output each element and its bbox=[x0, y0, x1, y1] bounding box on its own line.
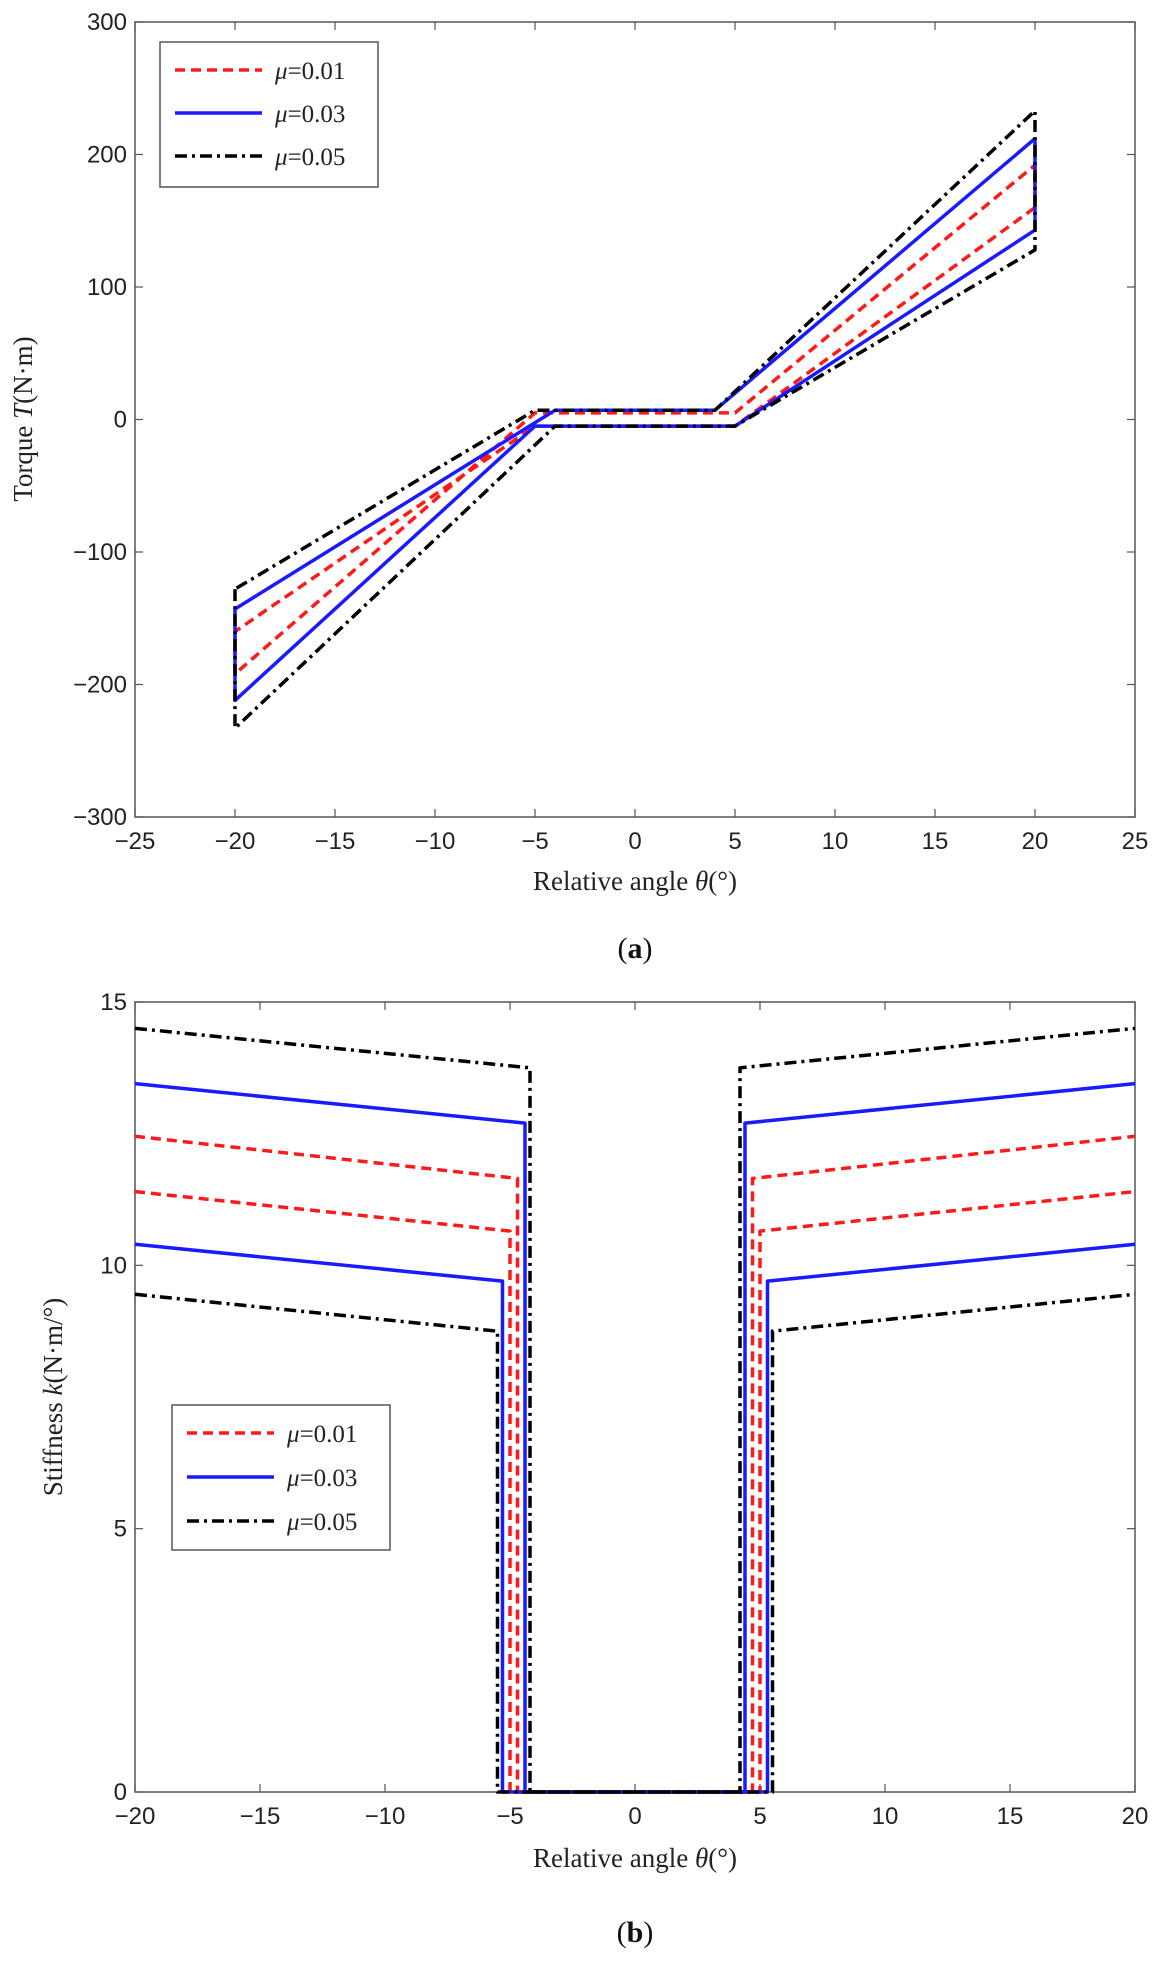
panel-b-x-tick-label: 20 bbox=[1122, 1803, 1149, 1830]
panel-b-y-axis-label: Stiffness k(N·m/°) bbox=[38, 1298, 68, 1497]
panel-b-x-tick-label: −20 bbox=[115, 1803, 156, 1830]
legend-b-label-mu-003: μ=0.03 bbox=[286, 1465, 357, 1492]
panel-b-series-005-line-2 bbox=[134, 1292, 1136, 1794]
panel-b-caption: (b) bbox=[617, 1916, 654, 1949]
panel-a-y-tick-label: −300 bbox=[73, 804, 127, 831]
panel-a-x-tick-label: 5 bbox=[728, 828, 741, 855]
panel-b-series-001-line-1 bbox=[134, 1134, 1136, 1794]
panel-a-y-axis-label: Torque T(N·m) bbox=[8, 336, 38, 501]
panel-a-chart: −25 −20 −15 −10 −5 0 5 10 15 20 25 −300 −200 −100 0 100… bbox=[8, 9, 1148, 965]
panel-a-x-tick-label: −15 bbox=[315, 828, 356, 855]
panel-a-x-tick-label: 10 bbox=[822, 828, 849, 855]
panel-a-y-tick-label: 0 bbox=[114, 407, 127, 434]
panel-b-x-tick-label: 5 bbox=[753, 1803, 766, 1830]
panel-b-chart: −20 −15 −10 −5 0 5 10 15 20 0 5 10 15 μ=0.01 μ=0.03 … bbox=[38, 989, 1148, 1949]
panel-a-x-tick-label: −25 bbox=[115, 828, 156, 855]
panel-a-y-tick-label: 300 bbox=[87, 9, 127, 36]
panel-b-x-tick-label: 10 bbox=[872, 1803, 899, 1830]
legend-a-label-mu-001: μ=0.01 bbox=[274, 58, 345, 85]
legend-b-label-mu-001: μ=0.01 bbox=[286, 1421, 357, 1448]
panel-a-y-tick-label: −200 bbox=[73, 672, 127, 699]
panel-a-legend: μ=0.01 μ=0.03 μ=0.05 bbox=[159, 41, 379, 188]
panel-a-y-tick-label: 200 bbox=[87, 142, 127, 169]
legend-a-label-mu-003: μ=0.03 bbox=[274, 101, 345, 128]
panel-a-x-tick-label: 0 bbox=[628, 828, 641, 855]
panel-a-x-tick-label: 20 bbox=[1022, 828, 1049, 855]
panel-b-y-tick-label: 15 bbox=[100, 989, 127, 1016]
panel-a-x-tick-label: 15 bbox=[922, 828, 949, 855]
panel-b-x-tick-label: −5 bbox=[496, 1803, 523, 1830]
panel-b-y-tick-label: 0 bbox=[114, 1779, 127, 1806]
panel-b-x-tick-label: 15 bbox=[997, 1803, 1024, 1830]
panel-a-caption: (a) bbox=[618, 932, 653, 965]
panel-b-x-tick-label: 0 bbox=[628, 1803, 641, 1830]
panel-a-y-tick-label: 100 bbox=[87, 274, 127, 301]
panel-b-y-tick-label: 10 bbox=[100, 1252, 127, 1279]
panel-a-x-tick-label: 25 bbox=[1122, 828, 1149, 855]
panel-b-y-tick-label: 5 bbox=[114, 1516, 127, 1543]
panel-a-series-005-line-1 bbox=[233, 109, 1037, 730]
panel-b-legend: μ=0.01 μ=0.03 μ=0.05 bbox=[171, 1404, 391, 1551]
panel-a-y-tick-label: −100 bbox=[73, 539, 127, 566]
panel-b-x-axis-label: Relative angle θ(°) bbox=[533, 1843, 737, 1873]
panel-b-x-tick-label: −10 bbox=[365, 1803, 406, 1830]
panel-a-x-axis-label: Relative angle θ(°) bbox=[533, 866, 737, 896]
panel-a-x-tick-label: −20 bbox=[215, 828, 256, 855]
panel-a-x-tick-label: −5 bbox=[521, 828, 548, 855]
panel-b-plot-area bbox=[134, 1001, 1136, 1793]
panel-b-series-005-line-1 bbox=[134, 1026, 1136, 1794]
legend-a-label-mu-005: μ=0.05 bbox=[274, 144, 345, 171]
legend-b-label-mu-005: μ=0.05 bbox=[286, 1509, 357, 1536]
panel-b-x-tick-label: −15 bbox=[240, 1803, 281, 1830]
panel-a-x-tick-label: −10 bbox=[415, 828, 456, 855]
